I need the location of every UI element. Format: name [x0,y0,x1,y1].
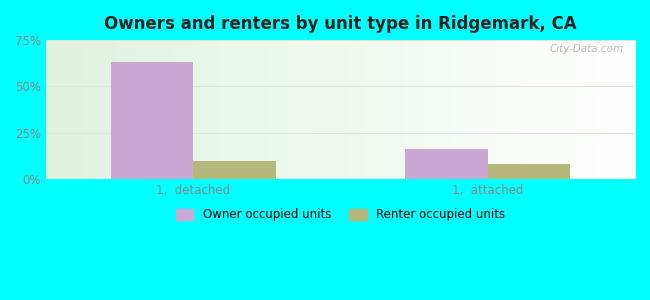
Title: Owners and renters by unit type in Ridgemark, CA: Owners and renters by unit type in Ridge… [104,15,577,33]
Bar [405,149,488,179]
Text: City-Data.com: City-Data.com [549,44,623,54]
Legend: Owner occupied units, Renter occupied units: Owner occupied units, Renter occupied un… [171,204,510,226]
Bar [488,164,570,179]
Bar [111,62,193,179]
Bar [193,160,276,179]
